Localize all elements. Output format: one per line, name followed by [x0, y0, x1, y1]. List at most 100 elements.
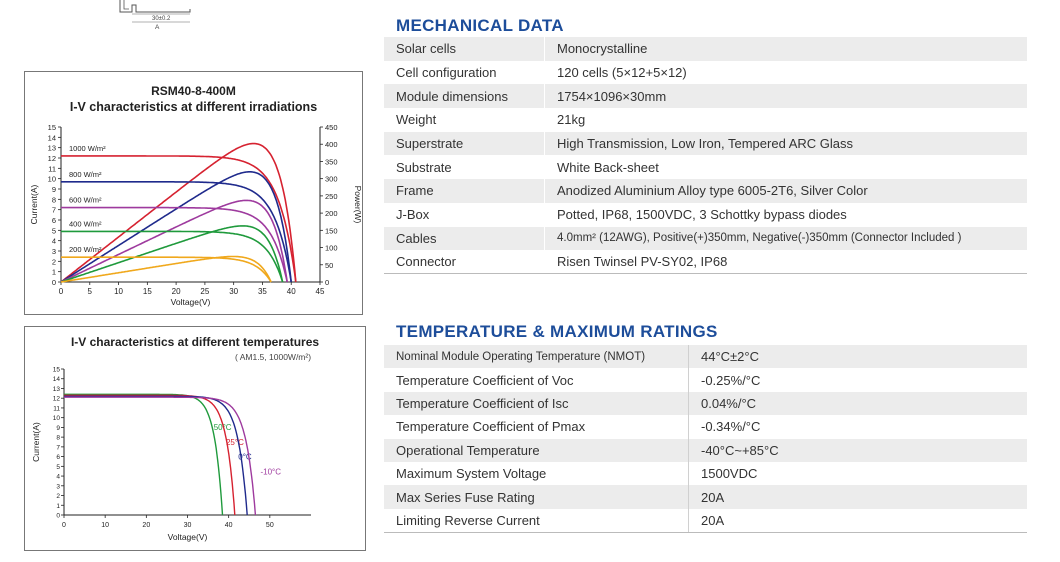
spec-label: Superstrate	[384, 131, 545, 156]
table-row: Nominal Module Operating Temperature (NM…	[384, 345, 1027, 369]
series-label: 600 W/m²	[69, 196, 102, 205]
table-row: Temperature Coefficient of Voc -0.25%/°C	[384, 368, 1027, 392]
x-tick-label: 15	[143, 287, 152, 296]
rating-value: 44°C±2°C	[688, 345, 1027, 369]
spec-value: 4.0mm² (12AWG), Positive(+)350mm, Negati…	[544, 226, 1027, 251]
power-curve	[60, 199, 288, 283]
table-row: Temperature Coefficient of Isc 0.04%/°C	[384, 391, 1027, 416]
x-tick-label: 20	[142, 522, 150, 529]
x-axis-label: Voltage(V)	[168, 532, 208, 542]
y-tick-label: 0	[56, 513, 60, 520]
y-tick-label: 5	[56, 464, 60, 471]
rating-value: 20A	[688, 485, 1027, 509]
iv-temperature-curve	[64, 394, 236, 516]
iv-temperature-curve	[64, 393, 224, 516]
rating-value: -0.25%/°C	[701, 372, 761, 388]
iv-irradiance-chart: RSM40-8-400M I-V characteristics at diff…	[24, 71, 363, 315]
y-tick-label: 5	[52, 226, 56, 235]
mechanical-data-heading: MECHANICAL DATA	[396, 16, 564, 35]
y-tick-label: 12	[48, 154, 56, 163]
y-tick-label: 1	[52, 268, 56, 277]
table-row: Substrate White Back-sheet	[384, 155, 1027, 180]
chart-temperature-title: I-V characteristics at different tempera…	[70, 335, 320, 349]
x-tick-label: 40	[225, 522, 233, 529]
y-tick-label: 7	[52, 206, 56, 215]
rating-value: 1500VDC	[701, 466, 758, 482]
rating-label: Max Series Fuse Rating	[384, 485, 689, 509]
x-axis-label: Voltage(V)	[171, 297, 211, 307]
y-tick-label: 3	[52, 247, 56, 256]
spec-label: Module dimensions	[384, 84, 545, 109]
rating-value: 0.04%/°C	[688, 391, 1027, 416]
y-tick-label: 4	[56, 474, 60, 481]
temperature-label: 25°C	[226, 438, 244, 447]
table-row: Cell configuration 120 cells (5×12+5×12)	[384, 60, 1027, 85]
rating-label: Temperature Coefficient of Voc	[384, 368, 689, 392]
series-label: 800 W/m²	[69, 170, 102, 179]
y-tick-label: 9	[52, 185, 56, 194]
table-row: Superstrate High Transmission, Low Iron, …	[384, 131, 1027, 156]
x-tick-label: 30	[184, 522, 192, 529]
y-tick-label: 10	[48, 175, 56, 184]
mechanical-data-table: Solar cells Monocrystalline Cell configur…	[384, 37, 1027, 275]
iv-curve	[61, 256, 272, 283]
y2-tick-label: 300	[325, 175, 338, 184]
rating-value: 20A	[688, 508, 1027, 533]
spec-value: Potted, IP68, 1500VDC, 3 Schottky bypass…	[544, 202, 1027, 227]
x-tick-label: 50	[266, 522, 274, 529]
table-row: J-Box Potted, IP68, 1500VDC, 3 Schottky b…	[384, 202, 1027, 227]
series-label: 200 W/m²	[69, 245, 102, 254]
frame-dimension-label: 30±0.2	[152, 16, 171, 22]
table-row: Temperature Coefficient of Pmax -0.34%/°C	[384, 415, 1027, 439]
x-tick-label: 5	[88, 287, 93, 296]
table-row: Connector Risen Twinsel PV-SY02, IP68	[384, 250, 1027, 275]
y2-tick-label: 200	[325, 209, 338, 218]
table-row: Max Series Fuse Rating 20A	[384, 485, 1027, 509]
table-row: Cables 4.0mm² (12AWG), Positive(+)350mm, …	[384, 226, 1027, 251]
table-row: Operational Temperature -40°C~+85°C	[384, 438, 1027, 462]
temperature-ratings-table: Nominal Module Operating Temperature (NM…	[384, 345, 1027, 533]
spec-value: Risen Twinsel PV-SY02, IP68	[544, 250, 1027, 275]
iv-curve	[61, 230, 284, 283]
y-tick-label: 8	[56, 435, 60, 442]
table-row: Maximum System Voltage 1500VDC	[384, 461, 1027, 486]
y-tick-label: 0	[52, 278, 56, 287]
spec-label: Weight	[396, 112, 437, 128]
table-row: Weight 21kg	[384, 108, 1027, 132]
rating-label: Limiting Reverse Current	[384, 508, 689, 533]
rating-label: Temperature Coefficient of Isc	[384, 391, 689, 416]
y-tick-label: 15	[48, 123, 56, 132]
iv-curve	[61, 155, 297, 283]
chart-temperature-condition: ( AM1.5, 1000W/m²)	[235, 352, 312, 362]
iv-temperature-curve	[64, 395, 248, 516]
y2-tick-label: 50	[325, 261, 333, 270]
x-tick-label: 0	[59, 287, 64, 296]
table-row: Solar cells Monocrystalline	[384, 37, 1027, 61]
x-tick-label: 10	[114, 287, 123, 296]
iv-temperature-chart: I-V characteristics at different tempera…	[24, 326, 366, 551]
temperature-label: -10°C	[260, 467, 281, 476]
frame-dimension-drawing: 30±0.2 A	[110, 0, 200, 32]
y-tick-label: 6	[52, 216, 56, 225]
y-axis-label: Current(A)	[29, 185, 39, 225]
y-tick-label: 10	[53, 415, 61, 422]
y-tick-label: 13	[53, 386, 61, 393]
y-tick-label: 9	[56, 425, 60, 432]
x-tick-label: 10	[101, 522, 109, 529]
y-tick-label: 3	[56, 483, 60, 490]
table-row: Frame Anodized Aluminium Alloy type 6005-…	[384, 179, 1027, 203]
y2-tick-label: 450	[325, 123, 338, 132]
temperature-label: 50°C	[214, 423, 232, 432]
temperature-label: 0°C	[238, 453, 252, 462]
spec-value: 120 cells (5×12+5×12)	[544, 60, 1027, 85]
series-label: 400 W/m²	[69, 219, 102, 228]
y2-tick-label: 0	[325, 278, 329, 287]
frame-profile-sketch: 30±0.2 A	[119, 0, 191, 31]
spec-label: J-Box	[396, 207, 430, 223]
power-curve	[60, 225, 284, 283]
chart-model-title: RSM40-8-400M	[151, 84, 236, 98]
temperature-ratings-heading: TEMPERATURE & MAXIMUM RATINGS	[396, 322, 718, 341]
spec-label: Frame	[384, 179, 545, 203]
power-curve	[60, 142, 297, 283]
